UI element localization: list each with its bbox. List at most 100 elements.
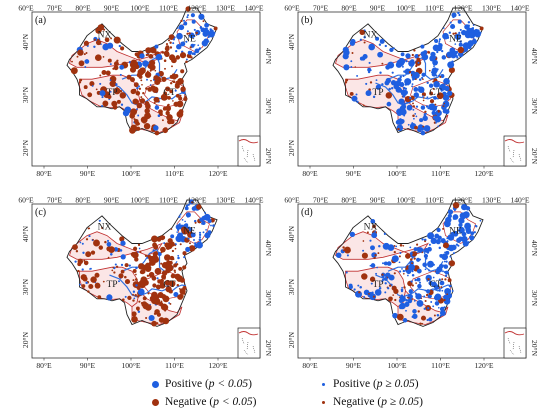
panel-label: (c) [35, 207, 46, 218]
station-negative-significant [150, 46, 157, 54]
station-negative-significant [94, 282, 100, 288]
station-negative-significant [185, 6, 191, 12]
station-negative-significant [136, 102, 143, 109]
top-lon-label: 140°E [244, 4, 263, 13]
station-positive [388, 87, 391, 91]
station-negative-significant [164, 51, 170, 58]
station-negative [358, 291, 361, 294]
south-china-sea-inset [237, 135, 261, 167]
station-negative [102, 56, 105, 58]
station-positive-significant [139, 53, 145, 59]
station-negative [374, 253, 377, 257]
station-negative [189, 46, 192, 49]
station-positive-significant [441, 104, 447, 111]
station-positive [422, 95, 424, 97]
top-lon-label: 140°E [510, 196, 529, 205]
station-negative-significant [108, 246, 115, 253]
station-negative [122, 298, 125, 301]
station-positive [443, 260, 446, 263]
station-negative-significant [127, 295, 132, 301]
station-negative [85, 52, 88, 54]
station-positive [407, 123, 410, 126]
station-positive-significant [436, 227, 441, 233]
station-positive-significant [407, 298, 413, 304]
station-negative-significant [161, 270, 168, 276]
station-positive-significant [137, 288, 145, 296]
station-positive [417, 61, 420, 64]
station-positive [179, 213, 182, 216]
station-positive [411, 122, 414, 125]
station-positive [391, 87, 394, 90]
station-negative-significant [98, 245, 104, 250]
station-positive-significant [465, 228, 472, 235]
station-positive-significant [389, 47, 394, 53]
station-negative [160, 300, 163, 303]
legend-marker-negative-sig [152, 398, 159, 406]
station-negative-significant [133, 118, 139, 124]
station-positive-significant [196, 241, 203, 249]
station-positive-significant [351, 95, 358, 102]
bottom-lon-label: 100°E [387, 169, 406, 178]
station-positive [176, 231, 179, 233]
station-positive-significant [420, 105, 426, 110]
left-lat-label: 20°N [21, 139, 30, 156]
station-positive-significant [434, 39, 439, 43]
station-positive-significant [405, 53, 411, 59]
region-label-nx: NX [98, 223, 112, 233]
inset-frame [237, 327, 261, 359]
station-positive-significant [440, 238, 446, 244]
station-positive [177, 228, 180, 231]
station-negative-significant [429, 99, 435, 104]
top-lon-label: 70°E [313, 4, 329, 13]
station-negative-significant [410, 95, 415, 100]
station-negative [147, 292, 150, 295]
station-positive-significant [446, 51, 453, 58]
station-negative [194, 221, 197, 224]
right-lat-label: 30°N [264, 98, 273, 115]
station-negative-significant [176, 100, 184, 108]
station-negative [180, 297, 183, 300]
station-positive [383, 232, 387, 236]
station-negative-significant [361, 252, 368, 259]
bottom-lon-label: 110°E [165, 361, 184, 370]
station-positive-significant [392, 312, 398, 319]
station-positive-significant [402, 318, 408, 323]
station-positive-significant [203, 213, 211, 221]
station-positive-significant [416, 268, 422, 274]
station-positive [181, 219, 184, 221]
station-positive [365, 82, 368, 85]
station-negative [413, 49, 416, 52]
station-positive [438, 278, 441, 281]
station-positive [479, 219, 482, 222]
station-negative [110, 37, 113, 40]
station-positive [207, 40, 210, 43]
station-negative [101, 226, 104, 229]
top-lon-label: 90°E [104, 4, 120, 13]
station-positive [411, 274, 415, 277]
map-panel-d: NX NE TP CT (d) 60°E 70°E 80°E 90°E 100°E 110°E 120… [280, 196, 542, 374]
map-frame [297, 11, 527, 167]
station-positive-significant [412, 313, 418, 319]
station-positive-significant [377, 51, 383, 58]
station-positive-significant [435, 44, 443, 52]
bottom-lon-label: 120°E [474, 169, 493, 178]
station-negative-significant [111, 100, 118, 107]
station-negative [161, 119, 164, 122]
station-positive [191, 52, 195, 55]
station-negative [71, 60, 73, 63]
station-positive-significant [435, 269, 440, 275]
station-positive-significant [170, 234, 175, 239]
region-label-tp: TP [106, 88, 117, 98]
station-negative-significant [151, 320, 157, 327]
station-positive-significant [177, 232, 183, 239]
station-negative-significant [452, 202, 460, 209]
station-positive-significant [370, 219, 376, 224]
station-negative [342, 249, 345, 252]
right-lat-label: 40°N [264, 48, 273, 65]
station-positive [418, 281, 422, 284]
right-lat-label: 20°N [530, 148, 539, 165]
station-negative-significant [171, 57, 177, 64]
station-positive [106, 239, 110, 242]
station-negative [345, 78, 349, 82]
station-positive [109, 63, 112, 66]
